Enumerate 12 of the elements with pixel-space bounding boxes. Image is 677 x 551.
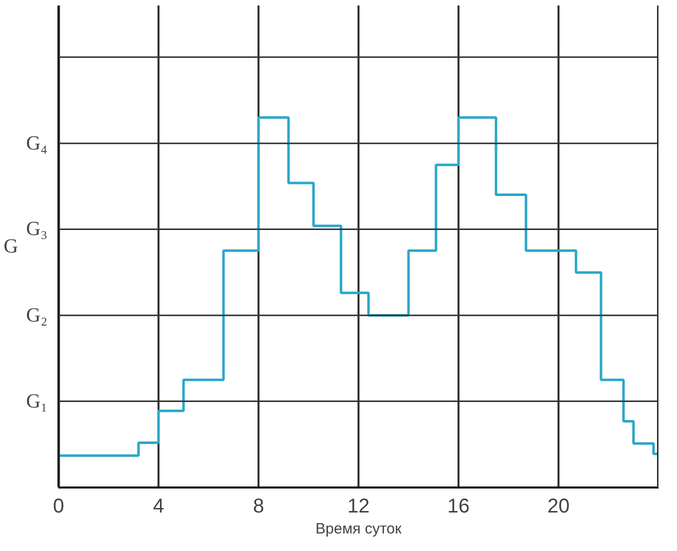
x-tick-label: 12 <box>347 496 370 518</box>
ref-line-label: G₁ <box>26 390 48 412</box>
x-tick-label: 0 <box>52 496 64 518</box>
ref-line-label: G₂ <box>26 304 48 326</box>
ref-line-label: G₃ <box>26 218 48 240</box>
ref-line-label: G₄ <box>26 132 48 154</box>
x-tick-label: 16 <box>447 496 470 518</box>
x-tick-label: 8 <box>252 496 264 518</box>
x-tick-label: 4 <box>152 496 164 518</box>
x-tick-label: 20 <box>547 496 570 518</box>
x-axis-title: Время суток <box>316 520 402 538</box>
y-axis-title: G <box>4 236 18 258</box>
